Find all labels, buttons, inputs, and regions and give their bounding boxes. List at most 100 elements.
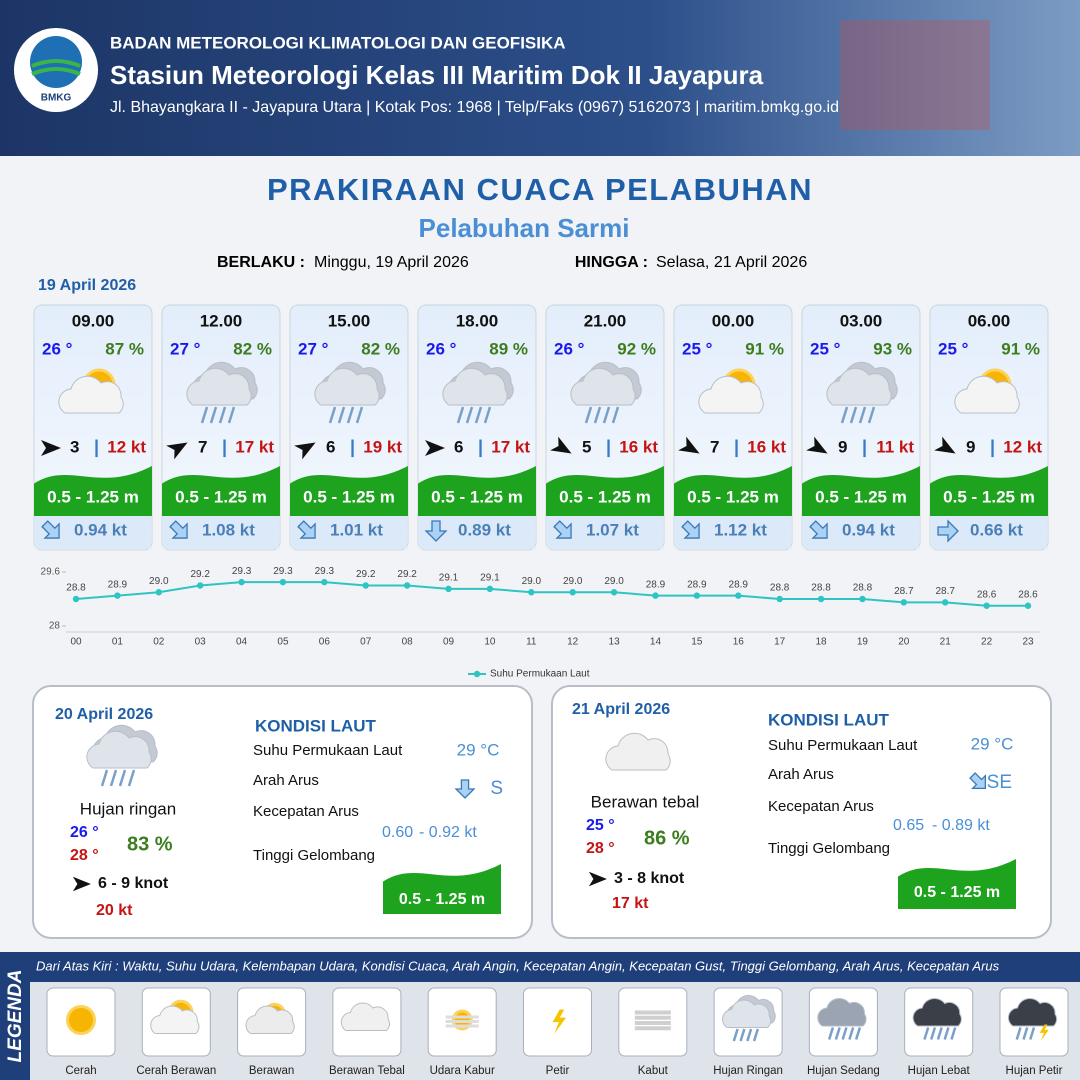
rain (100, 769, 109, 787)
wave-height: 0.5 - 1.25 m (943, 487, 1035, 506)
value-label: 28.9 (108, 579, 128, 590)
legend-item: Kabut (618, 987, 688, 1077)
cloud (314, 367, 380, 406)
y-tick-label: 29.6 (41, 567, 61, 578)
sst: 29 °C (971, 734, 1014, 753)
humidity: 82 % (233, 339, 272, 358)
cloud (826, 367, 892, 406)
sea-title: KONDISI LAUT (255, 716, 377, 735)
wind-range: 6 - 9 knot (98, 875, 169, 892)
time: 09.00 (72, 311, 115, 330)
wave-height: 0.5 - 1.25 m (399, 891, 485, 908)
humidity: 82 % (361, 339, 400, 358)
wave-shape (930, 466, 1048, 516)
rain (739, 1028, 746, 1042)
cloud (954, 375, 1020, 414)
rain (841, 1027, 848, 1040)
bolt (1039, 1024, 1049, 1041)
wave-shape (383, 864, 501, 914)
humidity: 89 % (489, 339, 528, 358)
sst-label: Suhu Permukaan Laut (768, 737, 918, 754)
sst-point (445, 585, 452, 593)
cloud (58, 375, 124, 414)
wave-label: Tinggi Gelombang (768, 840, 890, 857)
x-tick-label: 19 (857, 637, 869, 648)
x-tick-label: 00 (70, 637, 82, 648)
value-label: 29.1 (439, 573, 459, 584)
x-tick-label: 06 (319, 637, 331, 648)
current-speed: 1.12 kt (714, 520, 767, 539)
rain (218, 406, 227, 424)
y-tick-label: 28 (49, 621, 61, 632)
x-tick-label: 16 (733, 637, 745, 648)
day1-date: 19 April 2026 (38, 277, 136, 294)
value-label: 29.2 (190, 569, 210, 580)
forecast-card: 06.00 25 ° 91 % 9 | 12 kt 0.5 - 1.25 m 0.66 kt (929, 304, 1049, 551)
gust: 17 kt (612, 895, 649, 912)
rain (930, 1027, 937, 1040)
rain (602, 406, 611, 424)
cards: 09.00 26 ° 87 % 3 | 12 kt 0.5 - 1.25 m 0.94 kt 1… (33, 304, 1049, 551)
to-label: HINGGA : (575, 254, 648, 271)
legend-marker (473, 670, 481, 678)
legend-item-label: Cerah Berawan (136, 1065, 216, 1077)
humidity: 86 % (644, 827, 690, 849)
from-label: BERLAKU : (217, 254, 305, 271)
x-tick-label: 11 (526, 637, 537, 648)
forecast-card: 12.00 27 ° 82 % 7 | 17 kt 0.5 - 1.25 m 1.08 kt (161, 304, 281, 551)
wind-arrow (806, 436, 828, 454)
time: 18.00 (456, 311, 499, 330)
legend-item-label: Udara Kabur (430, 1065, 495, 1077)
legend-item: Cerah (46, 987, 116, 1077)
header-bg (0, 0, 1080, 156)
sst-point (900, 599, 908, 606)
subtitle: Pelabuhan Sarmi (419, 213, 630, 243)
wind-arrow (550, 436, 572, 454)
value-label: 28.8 (66, 583, 86, 594)
speed-max: - 0.89 kt (932, 817, 990, 834)
gust-speed: 17 kt (235, 437, 274, 456)
air-temp: 26 ° (42, 339, 73, 358)
cloud (150, 1005, 200, 1034)
sst-point (652, 592, 659, 599)
wind-arrow (425, 440, 445, 456)
sst-point (362, 582, 369, 589)
x-tick-label: 07 (360, 637, 372, 648)
time: 06.00 (968, 311, 1011, 330)
day-date: 21 April 2026 (572, 701, 670, 718)
rain (827, 1027, 835, 1040)
humidity: 87 % (105, 339, 144, 358)
wind-speed: 9 (838, 437, 847, 456)
wave-height: 0.5 - 1.25 m (815, 487, 907, 506)
x-tick-label: 01 (112, 637, 124, 648)
air-temp: 26 ° (426, 339, 457, 358)
wind-speed: 7 (710, 437, 719, 456)
wave-height: 0.5 - 1.25 m (175, 487, 267, 506)
time: 21.00 (584, 311, 627, 330)
temp-min: 26 ° (70, 824, 99, 841)
value-label: 28.8 (853, 583, 873, 594)
rain (355, 406, 364, 424)
legend-item: Hujan Sedang (807, 987, 880, 1077)
humidity: 93 % (873, 339, 912, 358)
value-label: 29.0 (522, 576, 542, 587)
rain (227, 406, 236, 424)
cloud (1007, 997, 1058, 1027)
current-arrow (937, 519, 959, 543)
rain (127, 769, 136, 787)
cloud (698, 375, 764, 414)
wind-arrow (294, 442, 316, 460)
legend-side (0, 952, 30, 1080)
cloud (340, 1002, 390, 1031)
wave-height: 0.5 - 1.25 m (47, 487, 139, 506)
air-temp: 25 ° (810, 339, 841, 358)
separator: | (606, 437, 611, 457)
from-date: Minggu, 19 April 2026 (314, 254, 469, 271)
sst-point (403, 582, 411, 589)
sst-point (983, 602, 990, 609)
sst-point (693, 592, 701, 599)
rain (943, 1027, 950, 1040)
value-label: 28.8 (811, 583, 831, 594)
time: 03.00 (840, 311, 883, 330)
